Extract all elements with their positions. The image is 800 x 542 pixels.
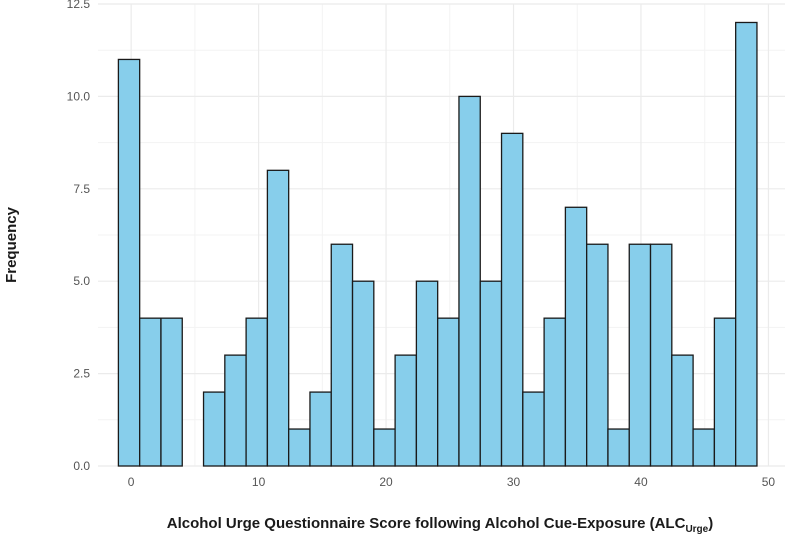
x-tick-label: 20	[379, 475, 393, 489]
y-tick-label: 2.5	[73, 367, 90, 381]
histogram-bar	[713, 317, 737, 467]
histogram-bar	[543, 317, 567, 467]
x-axis-title: Alcohol Urge Questionnaire Score followi…	[167, 515, 713, 535]
y-axis-ticks: 0.0 2.5 5.0 7.5 10.0 12.5	[67, 0, 91, 473]
histogram-bar	[330, 243, 354, 467]
x-tick-label: 40	[634, 475, 648, 489]
x-tick-label: 30	[507, 475, 521, 489]
histogram-bar	[437, 317, 460, 467]
histogram-bar	[245, 317, 269, 467]
histogram-bar	[309, 391, 332, 467]
y-tick-label: 0.0	[73, 459, 90, 473]
histogram-bar	[394, 354, 418, 467]
histogram-bar	[628, 243, 652, 467]
histogram-bar	[500, 132, 524, 467]
x-axis-ticks: 0 10 20 30 40 50	[128, 475, 776, 489]
histogram-bar	[649, 243, 673, 467]
histogram-bar	[522, 391, 545, 467]
x-tick-label: 0	[128, 475, 135, 489]
histogram-bar	[692, 428, 716, 467]
histogram-bar	[458, 95, 481, 467]
histogram-bar	[266, 169, 290, 467]
y-tick-label: 12.5	[67, 0, 91, 11]
histogram-bar	[288, 428, 311, 467]
x-axis-title-main: Alcohol Urge Questionnaire Score followi…	[167, 515, 686, 532]
histogram-bar	[117, 58, 141, 467]
histogram-bar	[586, 243, 609, 467]
histogram-bar	[373, 428, 396, 467]
bars-group	[117, 21, 758, 467]
x-axis-title-suffix: )	[708, 515, 713, 532]
y-tick-label: 10.0	[67, 89, 91, 103]
histogram-bar	[671, 354, 694, 467]
y-axis-title: Frequency	[3, 206, 20, 283]
histogram-bar	[735, 21, 758, 467]
histogram-bar	[160, 317, 183, 467]
histogram-bar	[479, 280, 503, 467]
y-tick-label: 7.5	[73, 182, 90, 196]
x-tick-label: 50	[762, 475, 776, 489]
histogram-bar	[607, 428, 630, 467]
histogram-bar	[224, 354, 247, 467]
histogram-bar	[415, 280, 439, 467]
x-tick-label: 10	[252, 475, 266, 489]
histogram-bar	[351, 280, 375, 467]
x-axis-title-subscript: Urge	[685, 524, 708, 535]
histogram-bar	[564, 206, 588, 467]
histogram-bar	[139, 317, 162, 467]
y-tick-label: 5.0	[73, 274, 90, 288]
histogram-bar	[202, 391, 226, 467]
